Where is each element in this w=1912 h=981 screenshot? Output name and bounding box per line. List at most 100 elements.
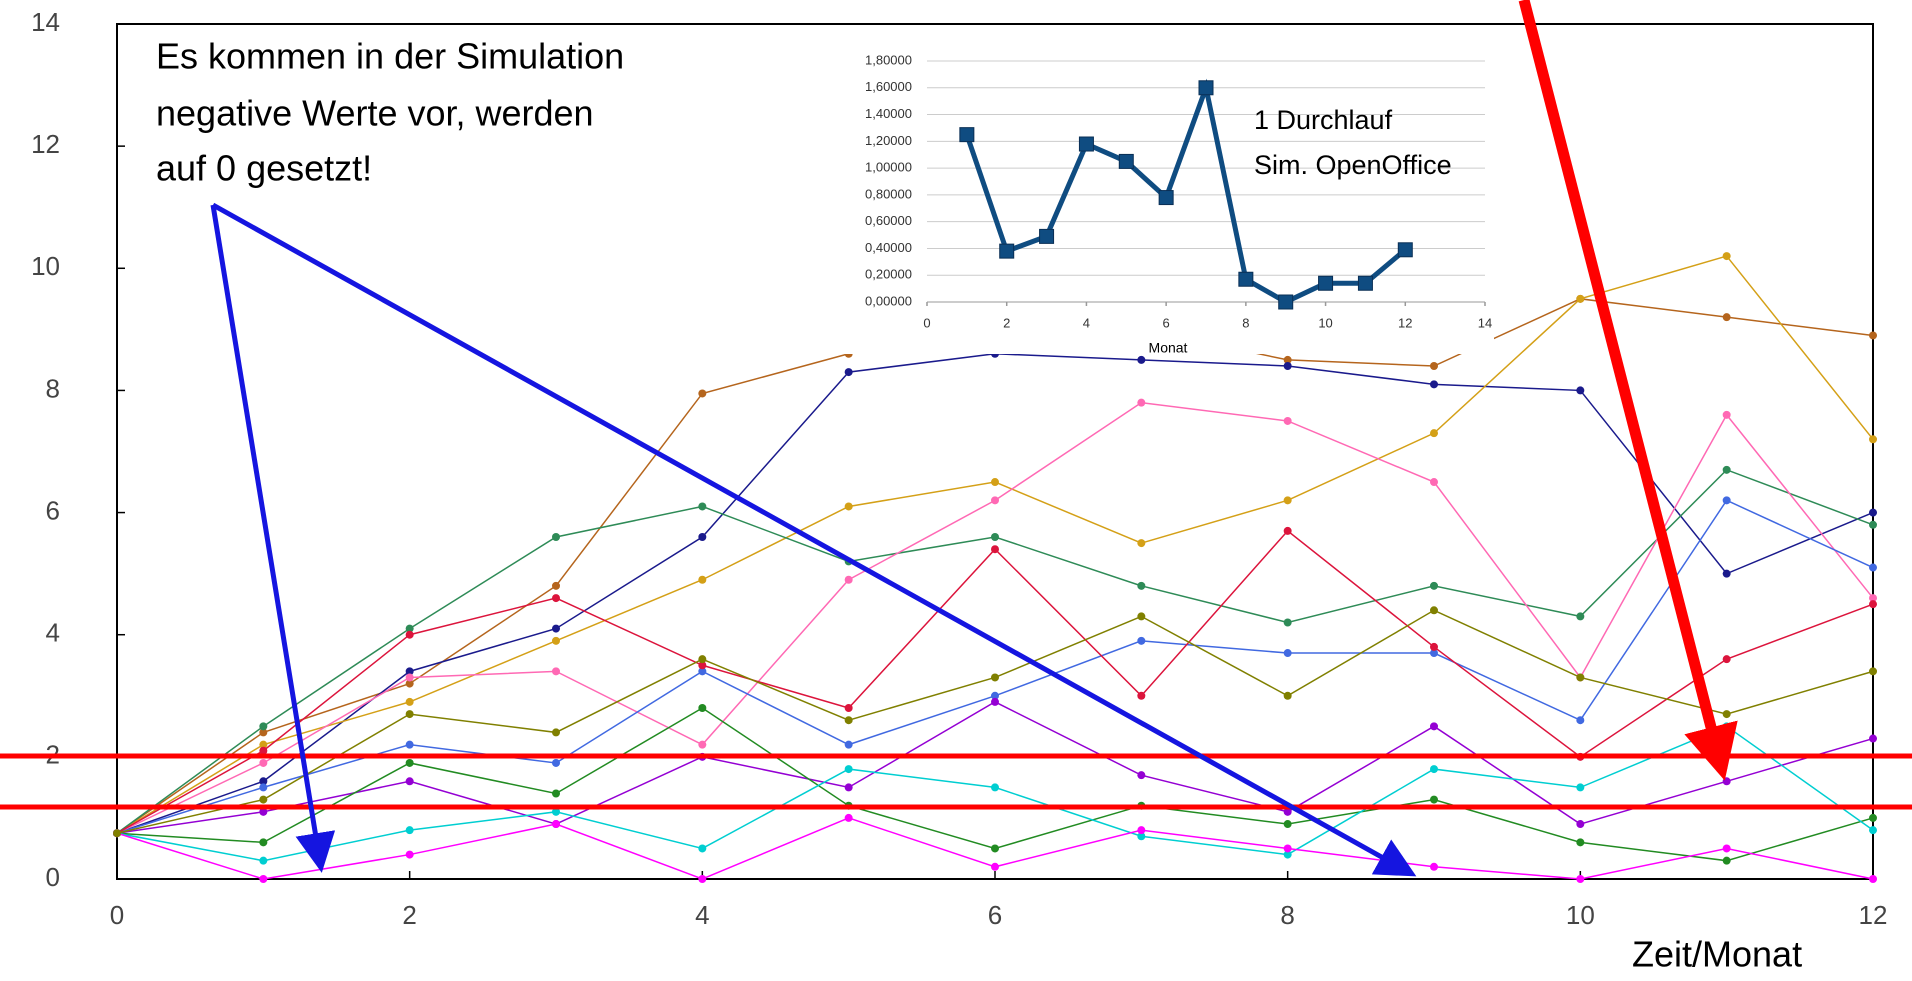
point xyxy=(1283,820,1292,829)
point xyxy=(1722,655,1731,664)
series-line xyxy=(116,353,1874,834)
point xyxy=(1039,228,1055,244)
y-tick-label: 6 xyxy=(46,495,60,525)
point xyxy=(1430,649,1438,658)
point xyxy=(1357,275,1373,291)
annotation: Sim. OpenOffice xyxy=(1254,150,1452,180)
point xyxy=(1137,539,1146,548)
point xyxy=(844,783,853,792)
point xyxy=(1430,642,1438,651)
series-line xyxy=(116,401,1874,834)
point xyxy=(844,502,853,511)
point xyxy=(1430,362,1438,370)
point xyxy=(1283,416,1292,425)
y-tick-label: 1,20000 xyxy=(865,133,912,148)
point xyxy=(405,826,414,835)
point xyxy=(552,581,560,590)
point xyxy=(405,667,414,676)
y-tick-label: 0 xyxy=(46,862,60,892)
x-tick-label: 6 xyxy=(988,900,1002,930)
point xyxy=(991,783,999,792)
point xyxy=(1397,242,1413,258)
point xyxy=(698,740,707,749)
point xyxy=(1576,294,1585,303)
point xyxy=(259,758,268,767)
point xyxy=(1869,875,1877,883)
point xyxy=(698,704,707,712)
point xyxy=(1430,429,1438,438)
point xyxy=(1869,563,1877,572)
point xyxy=(991,697,999,706)
point xyxy=(844,575,853,584)
point xyxy=(1238,271,1254,287)
point xyxy=(1137,398,1146,407)
point xyxy=(1137,612,1146,621)
y-tick-label: 4 xyxy=(46,618,60,648)
point xyxy=(844,368,853,377)
point xyxy=(1137,355,1146,364)
x-tick-label: 8 xyxy=(1280,900,1294,930)
point xyxy=(844,813,853,822)
point xyxy=(1869,826,1877,835)
y-tick-label: 0,20000 xyxy=(865,267,912,282)
point xyxy=(113,829,121,838)
point xyxy=(259,740,268,749)
annotation: auf 0 gesetzt! xyxy=(156,148,372,189)
point xyxy=(698,389,707,398)
point xyxy=(1722,252,1731,261)
x-tick-label: 2 xyxy=(1003,315,1010,330)
point xyxy=(698,655,707,664)
point xyxy=(405,697,414,706)
point xyxy=(259,777,268,786)
point xyxy=(1137,691,1146,700)
point xyxy=(552,624,560,633)
inset-chart: 0,00000 0,20000 0,40000 0,60000 0,80000 1,000… xyxy=(841,49,1494,356)
x-tick-label: 0 xyxy=(923,315,930,330)
point xyxy=(1722,496,1731,505)
point xyxy=(1576,386,1585,395)
point xyxy=(1869,594,1877,603)
point xyxy=(991,545,999,554)
x-tick-label: 2 xyxy=(402,900,416,930)
point xyxy=(1722,722,1731,731)
point xyxy=(1318,275,1334,291)
point xyxy=(844,704,853,712)
point xyxy=(991,673,999,682)
point xyxy=(991,478,999,487)
point xyxy=(1576,838,1585,847)
point xyxy=(552,820,560,829)
point xyxy=(259,838,268,847)
point xyxy=(698,502,707,511)
point xyxy=(1430,765,1438,774)
x-tick-label: 8 xyxy=(1242,315,1249,330)
point xyxy=(259,856,268,865)
point xyxy=(552,667,560,676)
point xyxy=(405,740,414,749)
point xyxy=(1158,190,1174,206)
y-tick-label: 1,40000 xyxy=(865,106,912,121)
x-tick-label: 10 xyxy=(1566,900,1595,930)
point xyxy=(552,758,560,767)
point xyxy=(405,673,414,682)
point xyxy=(405,710,414,719)
main-chart: 0 2 4 6 8 10 12 14 0 2 4 6 8 10 12 Es kommen in der Sim… xyxy=(31,7,1887,975)
point xyxy=(999,243,1015,259)
arrow xyxy=(1518,0,1738,781)
point xyxy=(1430,478,1438,487)
x-tick-label: 14 xyxy=(1478,315,1492,330)
point xyxy=(552,807,560,816)
y-tick-label: 14 xyxy=(31,7,60,37)
point xyxy=(991,533,999,541)
y-tick-label: 0,40000 xyxy=(865,240,912,255)
point xyxy=(259,728,268,737)
point xyxy=(1869,331,1877,340)
arrow xyxy=(210,204,336,873)
point xyxy=(698,533,707,541)
point xyxy=(1118,153,1134,169)
x-tick-label: 12 xyxy=(1859,900,1888,930)
point xyxy=(1137,832,1146,841)
y-tick-label: 0,80000 xyxy=(865,186,912,201)
point xyxy=(1722,844,1731,853)
point xyxy=(1869,520,1877,529)
point xyxy=(1722,777,1731,786)
